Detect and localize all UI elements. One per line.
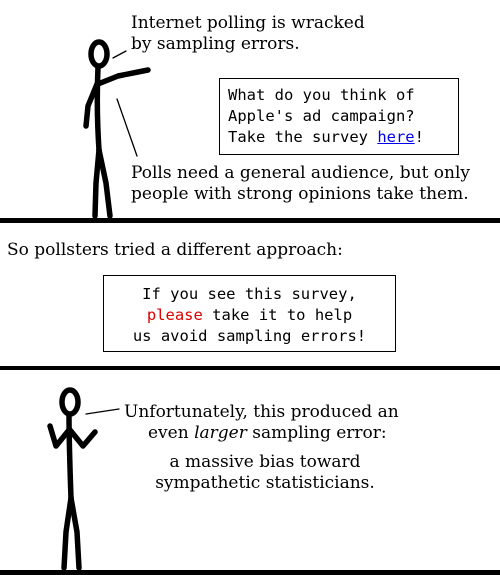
figure-leg-left (61, 495, 74, 571)
survey-line: Apple's ad campaign? (228, 107, 415, 125)
caption-line: people with strong opinions take them. (131, 184, 469, 204)
comic-panel-3: Unfortunately, this produced an even lar… (0, 370, 500, 571)
caption-text: even (148, 423, 195, 443)
caption-emphasis: larger (194, 423, 247, 443)
comic-panel-2: So pollsters tried a different approach:… (0, 224, 500, 366)
speech-line-bottom (116, 98, 138, 157)
speech-line (85, 408, 120, 415)
caption-line: Unfortunately, this produced an (124, 402, 399, 422)
please-highlight: please (146, 306, 203, 324)
survey-line: If you see this survey, (142, 285, 357, 303)
figure-arm-pointing (95, 67, 151, 87)
figure-head (88, 39, 110, 69)
comic-panel-1: Internet polling is wracked by sampling … (0, 0, 500, 219)
stick-figure-pointing (83, 39, 151, 219)
figure-torso (94, 64, 102, 153)
caption-line: Internet polling is wracked (131, 13, 365, 33)
survey-punctuation: ! (414, 128, 424, 146)
panel-divider (0, 218, 500, 223)
figure-arm-left (47, 423, 72, 449)
figure-leg-right (68, 495, 82, 571)
panel-divider (0, 570, 500, 575)
survey-here-link[interactable]: here (377, 128, 415, 146)
survey-line: us avoid sampling errors! (132, 327, 367, 345)
survey-line: Take the survey here! (228, 127, 458, 148)
figure-arm-right (67, 427, 98, 449)
survey-line: What do you think of (228, 86, 415, 104)
figure-arm-down (83, 81, 100, 129)
figure-leg-left (92, 147, 102, 219)
figure-head (59, 387, 81, 417)
caption-sampling-errors: Internet polling is wracked by sampling … (131, 13, 365, 55)
caption-text: sampling error: (246, 423, 387, 443)
figure-torso (66, 412, 74, 501)
stick-figure-shrugging (47, 387, 120, 571)
caption-general-audience: Polls need a general audience, but only … (131, 163, 470, 205)
survey-text: take it to help (202, 306, 353, 324)
caption-line: So pollsters tried a different approach: (7, 240, 343, 260)
caption-line: sympathetic statisticians. (155, 473, 375, 493)
panel-divider (0, 366, 500, 370)
figure-leg-right (96, 147, 113, 219)
caption-massive-bias: a massive bias toward sympathetic statis… (150, 452, 380, 494)
caption-larger-error: Unfortunately, this produced an even lar… (124, 402, 399, 444)
caption-line: a massive bias toward (169, 452, 361, 472)
please-survey-box: If you see this survey, please take it t… (103, 275, 396, 352)
caption-line: Polls need a general audience, but only (131, 163, 471, 183)
apple-survey-box: What do you think of Apple's ad campaign… (219, 78, 459, 155)
caption-line: by sampling errors. (131, 34, 300, 54)
speech-line-top (112, 50, 127, 59)
caption-different-approach: So pollsters tried a different approach: (7, 240, 343, 261)
survey-text: Take the survey (228, 128, 378, 146)
caption-line: even larger sampling error: (124, 423, 399, 444)
survey-line: please take it to help (104, 305, 395, 326)
